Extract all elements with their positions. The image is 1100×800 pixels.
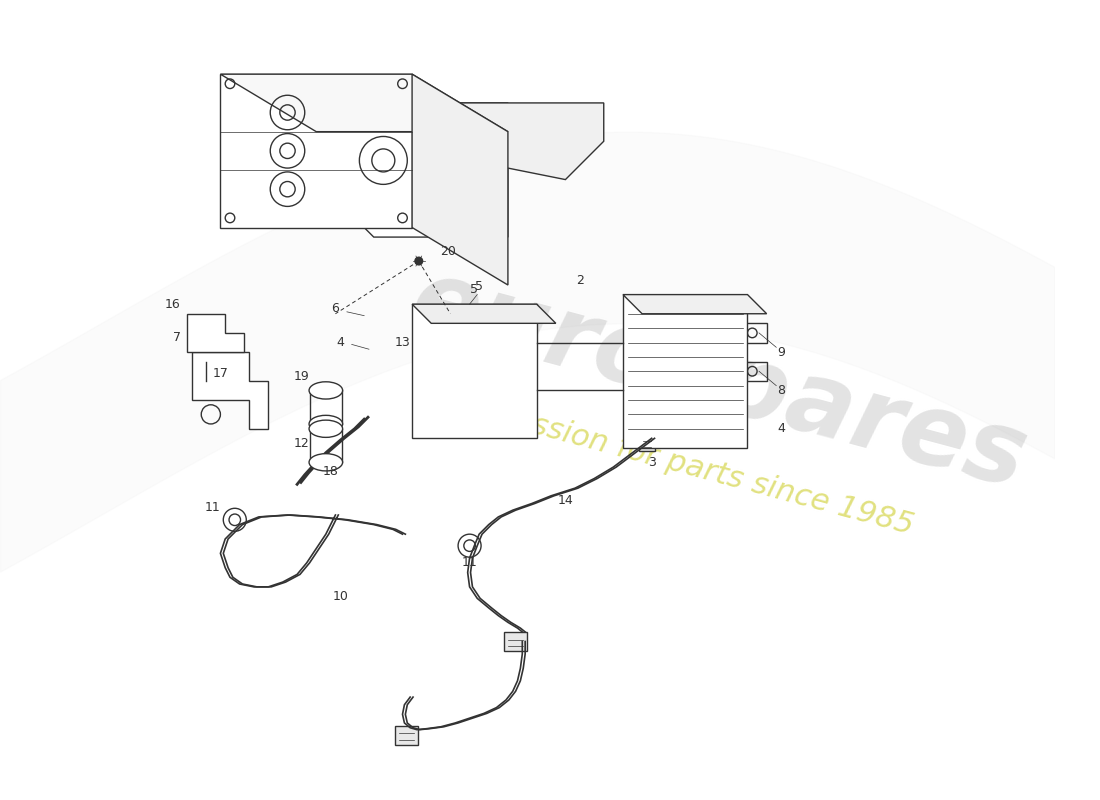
Bar bbox=[395, 726, 418, 745]
Text: 11: 11 bbox=[462, 557, 477, 570]
Ellipse shape bbox=[309, 415, 342, 433]
Text: 20: 20 bbox=[441, 245, 456, 258]
Text: 5: 5 bbox=[475, 281, 483, 294]
Bar bbox=[639, 435, 654, 450]
Text: 19: 19 bbox=[294, 370, 310, 382]
Text: 16: 16 bbox=[165, 298, 180, 310]
Polygon shape bbox=[191, 352, 268, 429]
Text: 4: 4 bbox=[337, 336, 344, 349]
Text: eurospares: eurospares bbox=[400, 252, 1037, 510]
Text: 9: 9 bbox=[777, 346, 785, 358]
Text: 6: 6 bbox=[331, 302, 340, 315]
Polygon shape bbox=[412, 304, 556, 323]
Text: 7: 7 bbox=[174, 331, 182, 344]
Ellipse shape bbox=[309, 382, 342, 399]
Text: a passion for parts since 1985: a passion for parts since 1985 bbox=[463, 394, 916, 541]
Text: 10: 10 bbox=[332, 590, 348, 603]
Polygon shape bbox=[336, 103, 508, 237]
Polygon shape bbox=[412, 304, 537, 438]
Bar bbox=[200, 373, 212, 381]
Text: 5: 5 bbox=[471, 283, 478, 296]
Text: 3: 3 bbox=[648, 456, 656, 469]
Polygon shape bbox=[336, 103, 604, 179]
Polygon shape bbox=[623, 294, 748, 448]
Text: 18: 18 bbox=[322, 466, 339, 478]
Text: 4: 4 bbox=[777, 422, 785, 435]
Polygon shape bbox=[623, 294, 767, 314]
Text: 8: 8 bbox=[777, 384, 785, 397]
Polygon shape bbox=[220, 74, 508, 132]
Ellipse shape bbox=[309, 420, 342, 438]
Bar bbox=[504, 632, 527, 651]
Text: 11: 11 bbox=[205, 501, 221, 514]
Circle shape bbox=[415, 258, 422, 265]
Polygon shape bbox=[412, 74, 508, 285]
Polygon shape bbox=[220, 74, 412, 227]
Text: 14: 14 bbox=[558, 494, 573, 507]
Bar bbox=[738, 362, 767, 381]
Text: 2: 2 bbox=[576, 274, 584, 286]
Text: 17: 17 bbox=[212, 366, 229, 380]
Text: 13: 13 bbox=[395, 336, 410, 349]
Ellipse shape bbox=[309, 454, 342, 471]
Bar bbox=[738, 323, 767, 342]
Polygon shape bbox=[187, 314, 244, 352]
Text: 12: 12 bbox=[294, 437, 310, 450]
